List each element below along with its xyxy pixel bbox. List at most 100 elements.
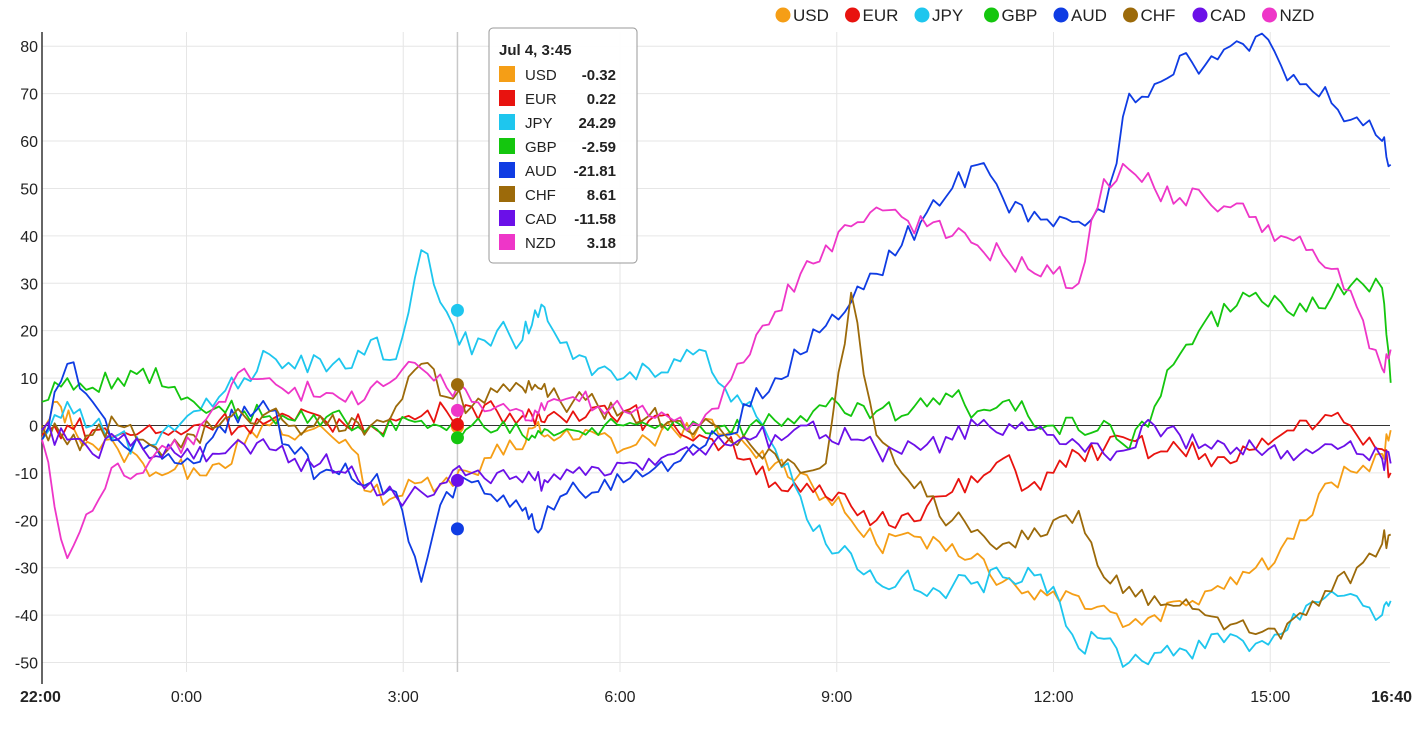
legend-swatch (1123, 7, 1138, 23)
legend-item-aud[interactable]: AUD (1053, 6, 1107, 25)
tooltip-title: Jul 4, 3:45 (499, 42, 572, 59)
y-tick-label: 10 (20, 371, 38, 388)
legend-label: CAD (1210, 6, 1246, 25)
y-tick-label: 50 (20, 181, 38, 198)
x-tick-label: 16:40 (1371, 689, 1412, 706)
y-tick-label: 40 (20, 229, 38, 246)
legend-item-jpy[interactable]: JPY (914, 6, 964, 25)
legend-item-chf[interactable]: CHF (1123, 6, 1175, 25)
tooltip-row-eur: EUR 0.22 (499, 90, 616, 108)
hover-marker-eur (450, 417, 464, 431)
y-tick-label: 20 (20, 324, 38, 341)
tooltip-name: GBP (525, 139, 557, 156)
legend-swatch (1192, 7, 1208, 23)
tooltip-swatch (499, 210, 515, 226)
tooltip-value: -0.32 (582, 67, 616, 84)
tooltip-row-nzd: NZD 3.18 (499, 234, 616, 252)
y-tick-label: -50 (15, 656, 38, 673)
tooltip: Jul 4, 3:45 USD -0.32 EUR 0.22 JPY 24.29 GBP -2.… (488, 27, 638, 264)
tooltip-value: 3.18 (587, 235, 616, 252)
tooltip-name: AUD (525, 163, 557, 180)
y-tick-label: -20 (15, 513, 38, 530)
tooltip-row-cad: CAD -11.58 (499, 210, 616, 228)
tooltip-row-gbp: GBP -2.59 (499, 138, 616, 156)
hover-markers (450, 303, 464, 536)
tooltip-name: JPY (525, 115, 553, 132)
y-tick-label: -40 (15, 608, 38, 625)
hover-marker-jpy (450, 303, 464, 317)
legend-item-gbp[interactable]: GBP (984, 6, 1037, 25)
hover-marker-chf (450, 378, 464, 392)
y-tick-label: 0 (29, 418, 38, 435)
tooltip-row-jpy: JPY 24.29 (499, 114, 616, 132)
tooltip-value: -2.59 (582, 139, 616, 156)
y-axis: 80 70 60 50 40 30 20 10 0 -10 -20 -30 -40 -50 (15, 32, 43, 684)
tooltip-row-usd: USD -0.32 (499, 66, 616, 84)
tooltip-swatch (499, 138, 515, 154)
series-lines[interactable] (41, 32, 1392, 668)
legend-swatch (984, 7, 999, 23)
tooltip-value: -11.58 (574, 211, 616, 228)
y-tick-label: 80 (20, 39, 38, 56)
y-tick-label: -30 (15, 561, 38, 578)
legend-item-usd[interactable]: USD (775, 6, 829, 25)
tooltip-swatch (499, 90, 515, 106)
legend-label: USD (793, 6, 829, 25)
series-line-jpy[interactable] (41, 249, 1392, 668)
legend-label: JPY (932, 6, 963, 25)
tooltip-swatch (499, 162, 515, 178)
legend-item-nzd[interactable]: NZD (1262, 6, 1314, 25)
grid (42, 32, 1390, 672)
series-line-aud[interactable] (41, 32, 1392, 583)
series-line-gbp[interactable] (41, 277, 1392, 451)
tooltip-name: USD (525, 67, 557, 84)
x-tick-label: 0:00 (171, 689, 202, 706)
y-tick-label: 60 (20, 134, 38, 151)
legend-item-eur[interactable]: EUR (845, 6, 898, 25)
legend-swatch (775, 7, 791, 23)
hover-marker-nzd (450, 403, 464, 417)
x-tick-label: 22:00 (20, 689, 61, 706)
tooltip-name: CHF (525, 187, 556, 204)
y-tick-label: 30 (20, 276, 38, 293)
x-tick-label: 3:00 (388, 689, 419, 706)
tooltip-value: 24.29 (578, 115, 616, 132)
tooltip-name: EUR (525, 91, 557, 108)
x-tick-label: 9:00 (821, 689, 852, 706)
legend-swatch (914, 7, 930, 23)
series-line-chf[interactable] (41, 291, 1392, 640)
legend-swatch (1053, 7, 1069, 23)
legend-label: NZD (1280, 6, 1315, 25)
tooltip-value: 8.61 (587, 187, 616, 204)
hover-marker-aud (450, 522, 464, 536)
tooltip-name: NZD (525, 235, 556, 252)
tooltip-name: CAD (525, 211, 557, 228)
hover-marker-cad (450, 473, 464, 487)
series-line-eur[interactable] (41, 400, 1392, 529)
legend-label: EUR (863, 6, 899, 25)
legend-swatch (1262, 7, 1277, 23)
x-axis: 22:00 0:00 3:00 6:00 9:00 12:00 15:00 16:40 (20, 689, 1412, 706)
legend-label: AUD (1071, 6, 1107, 25)
tooltip-swatch (499, 66, 515, 82)
legend-item-cad[interactable]: CAD (1192, 6, 1246, 25)
tooltip-row-aud: AUD -21.81 (499, 162, 616, 180)
x-tick-label: 12:00 (1033, 689, 1073, 706)
series-line-cad[interactable] (41, 418, 1392, 507)
legend-swatch (845, 7, 860, 23)
tooltip-swatch (499, 234, 515, 250)
series-line-nzd[interactable] (41, 162, 1392, 560)
tooltip-swatch (499, 186, 515, 202)
y-tick-label: -10 (15, 466, 38, 483)
tooltip-box (488, 27, 638, 264)
tooltip-row-chf: CHF 8.61 (499, 186, 616, 204)
tooltip-swatch (499, 114, 515, 130)
tooltip-value: -21.81 (573, 163, 616, 180)
x-tick-label: 6:00 (604, 689, 635, 706)
tooltip-value: 0.22 (587, 91, 616, 108)
hover-marker-gbp (450, 431, 464, 445)
y-tick-label: 70 (20, 87, 38, 104)
legend[interactable]: USD EUR JPY GBP AUD CHF CAD NZD (775, 6, 1315, 25)
legend-label: GBP (1002, 6, 1038, 25)
